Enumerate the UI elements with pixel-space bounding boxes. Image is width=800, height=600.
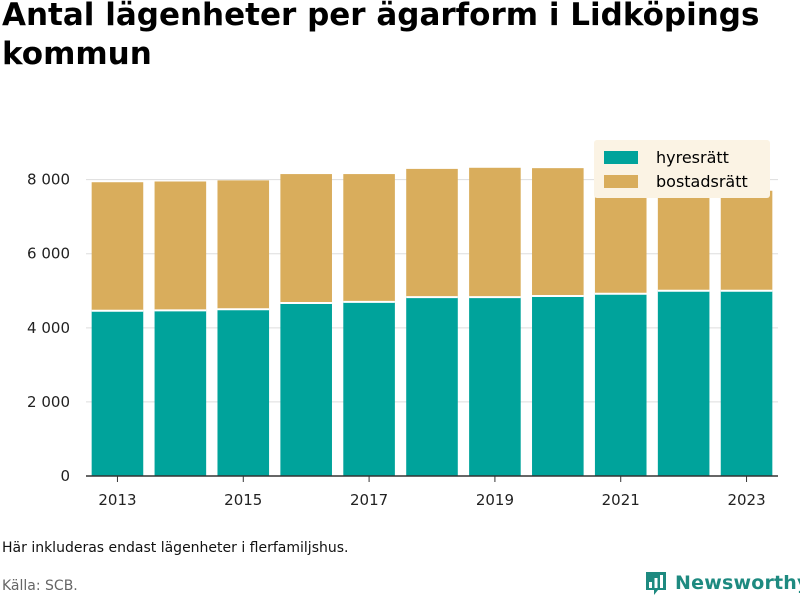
source-text: Källa: SCB.	[2, 578, 78, 594]
chart-title: Antal lägenheter per ägarform i Lidköpin…	[2, 0, 760, 72]
x-tick-label: 2017	[350, 491, 388, 509]
legend-item-bostadsratt[interactable]: bostadsrätt	[604, 171, 748, 191]
bar-bostadsratt	[280, 174, 332, 303]
legend-label-hyresratt: hyresrätt	[656, 147, 729, 167]
bar-bostadsratt	[469, 167, 521, 298]
x-tick-label: 2015	[224, 491, 262, 509]
y-tick-label: 2 000	[27, 393, 70, 411]
y-tick-label: 8 000	[27, 171, 70, 189]
x-tick-label: 2019	[476, 491, 514, 509]
bar-chart-badge-icon	[646, 572, 666, 595]
footnote: Här inkluderas endast lägenheter i flerf…	[2, 540, 349, 556]
bar-bostadsratt	[154, 181, 207, 311]
bar-bostadsratt	[91, 182, 144, 311]
bar-hyresratt	[280, 302, 332, 476]
y-tick-label: 4 000	[27, 319, 70, 337]
bar-hyresratt	[343, 301, 395, 476]
bar-hyresratt	[406, 297, 458, 476]
bar-hyresratt	[532, 295, 584, 476]
bar-hyresratt	[154, 310, 207, 476]
bar-hyresratt	[594, 293, 647, 476]
bar-hyresratt	[469, 297, 521, 476]
bar-bostadsratt	[720, 190, 773, 291]
newsworthy-logo[interactable]: Newsworthy	[644, 568, 800, 598]
x-tick-label: 2021	[602, 491, 640, 509]
y-tick-label: 6 000	[27, 245, 70, 263]
bar-bostadsratt	[343, 174, 395, 302]
bar-hyresratt	[720, 290, 773, 476]
y-tick-label: 0	[60, 467, 70, 485]
legend: hyresrätt bostadsrätt	[594, 140, 770, 198]
bar-hyresratt	[217, 309, 270, 476]
legend-label-bostadsratt: bostadsrätt	[656, 171, 748, 191]
legend-item-hyresratt[interactable]: hyresrätt	[604, 147, 729, 167]
bar-bostadsratt	[406, 168, 458, 298]
brand-name: Newsworthy	[675, 572, 800, 594]
x-tick-label: 2013	[98, 491, 136, 509]
legend-swatch-bostadsratt	[604, 174, 638, 188]
legend-swatch-hyresratt	[604, 150, 638, 164]
bar-hyresratt	[91, 310, 144, 476]
bar-hyresratt	[657, 290, 710, 476]
bar-bostadsratt	[217, 180, 270, 310]
x-tick-label: 2023	[727, 491, 765, 509]
bar-bostadsratt	[532, 168, 584, 296]
